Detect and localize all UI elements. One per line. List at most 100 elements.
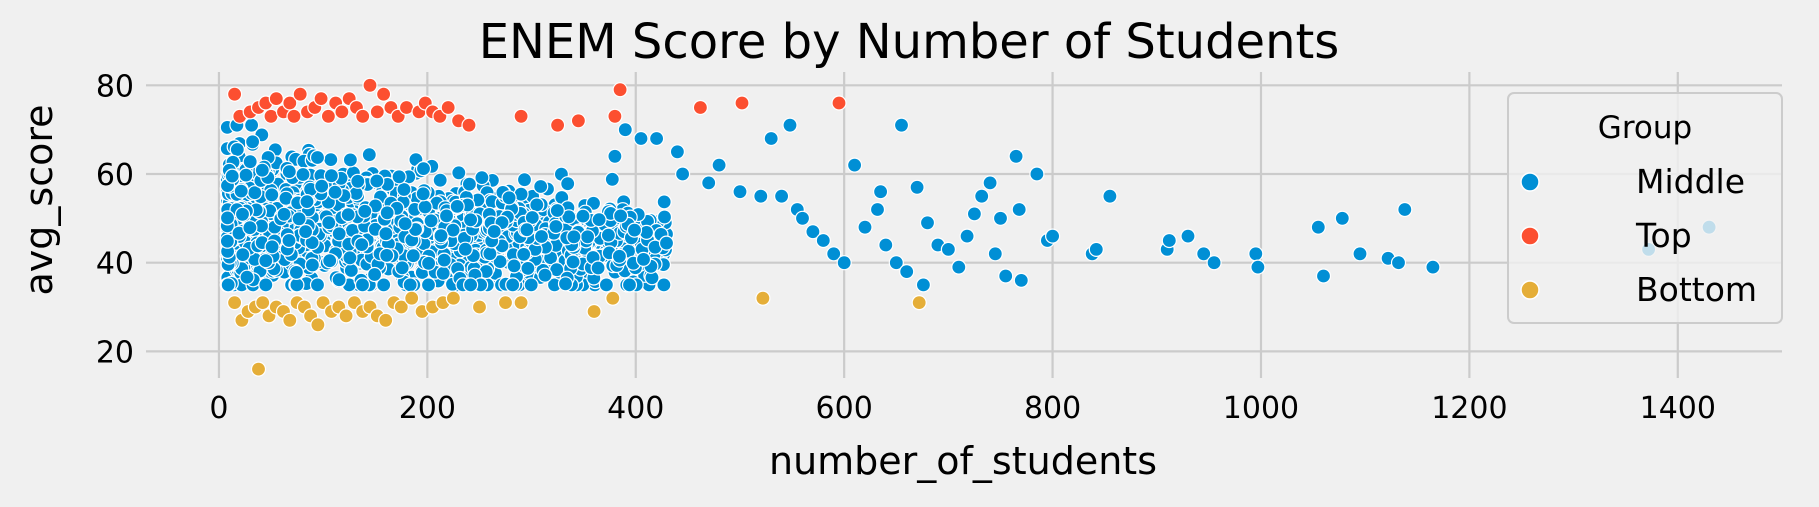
x-tick-label: 400 — [607, 391, 664, 426]
data-point — [340, 207, 356, 223]
data-point — [299, 194, 315, 210]
data-point — [440, 99, 456, 116]
data-point — [519, 222, 535, 238]
data-point — [239, 269, 255, 285]
data-point — [438, 208, 455, 224]
data-point — [298, 224, 314, 240]
y-tick-labels: 20 40 60 80 — [96, 69, 134, 370]
data-point — [295, 166, 311, 183]
data-point — [992, 210, 1009, 226]
data-point — [869, 201, 886, 218]
data-point — [492, 254, 508, 270]
data-point — [379, 247, 395, 263]
data-point — [432, 172, 448, 188]
data-point — [951, 259, 967, 275]
data-point — [1088, 241, 1104, 257]
data-point — [607, 148, 623, 164]
data-point — [362, 77, 378, 93]
data-point — [633, 130, 649, 147]
data-point — [323, 168, 339, 184]
x-tick-label: 800 — [1024, 391, 1081, 426]
data-point — [1334, 210, 1350, 226]
data-point — [415, 186, 431, 202]
data-point — [537, 267, 553, 283]
data-point — [463, 212, 479, 228]
data-point — [1161, 232, 1177, 249]
data-point — [313, 90, 329, 107]
data-point — [763, 130, 779, 147]
data-point — [393, 299, 409, 315]
data-point — [263, 108, 279, 124]
data-point — [1250, 259, 1266, 275]
data-point — [658, 235, 675, 251]
data-point — [598, 277, 615, 293]
data-point — [286, 108, 302, 124]
data-point — [322, 253, 338, 269]
data-point — [626, 222, 643, 238]
data-point — [570, 113, 587, 129]
data-point — [734, 95, 750, 111]
data-point — [998, 268, 1014, 284]
data-point — [591, 212, 607, 228]
data-point — [219, 233, 235, 249]
data-point — [557, 276, 574, 292]
data-point — [1310, 219, 1326, 235]
data-point — [233, 183, 249, 199]
data-point — [309, 277, 326, 293]
x-tick-labels: 0 200 400 600 800 1000 1200 1400 — [209, 391, 1716, 426]
data-point — [701, 175, 717, 191]
data-point — [482, 246, 498, 262]
data-point — [773, 188, 790, 204]
data-point — [604, 171, 620, 187]
data-point — [505, 277, 521, 293]
data-point — [436, 252, 452, 268]
data-point — [497, 295, 514, 311]
data-point — [405, 248, 421, 264]
data-point — [533, 178, 549, 195]
data-point — [310, 317, 326, 333]
data-point — [826, 246, 842, 262]
data-point — [268, 90, 284, 107]
data-point — [669, 144, 686, 160]
data-point — [1011, 201, 1027, 218]
data-point — [753, 188, 769, 204]
data-point — [451, 165, 467, 181]
data-point — [320, 108, 336, 124]
data-point — [982, 175, 998, 191]
data-point — [605, 290, 621, 306]
x-tick-label: 600 — [816, 391, 873, 426]
x-axis-label: number_of_students — [769, 439, 1157, 483]
data-point — [549, 202, 565, 219]
data-point — [1390, 255, 1407, 271]
data-point — [264, 187, 280, 203]
data-point — [334, 104, 350, 120]
data-point — [354, 237, 370, 253]
data-point — [357, 203, 373, 219]
data-point — [1206, 255, 1222, 271]
data-point — [565, 254, 581, 270]
data-point — [513, 108, 529, 124]
data-point — [692, 99, 709, 116]
data-point — [1397, 201, 1413, 218]
data-point — [656, 277, 672, 293]
data-point — [404, 290, 420, 306]
data-point — [342, 250, 358, 266]
data-point — [566, 229, 582, 245]
data-point — [815, 232, 831, 249]
data-point — [523, 277, 539, 293]
data-point — [836, 255, 852, 271]
data-point — [463, 277, 479, 293]
data-point — [423, 213, 439, 229]
data-point — [1196, 246, 1212, 262]
data-point — [449, 198, 465, 214]
data-point — [1102, 188, 1118, 204]
legend: Group Middle Top Bottom — [1507, 92, 1783, 324]
data-point — [421, 255, 437, 271]
data-point — [915, 277, 932, 293]
data-point — [611, 248, 628, 264]
data-point — [242, 154, 258, 170]
data-point — [361, 147, 377, 163]
data-point — [612, 82, 628, 98]
data-point — [888, 255, 904, 271]
